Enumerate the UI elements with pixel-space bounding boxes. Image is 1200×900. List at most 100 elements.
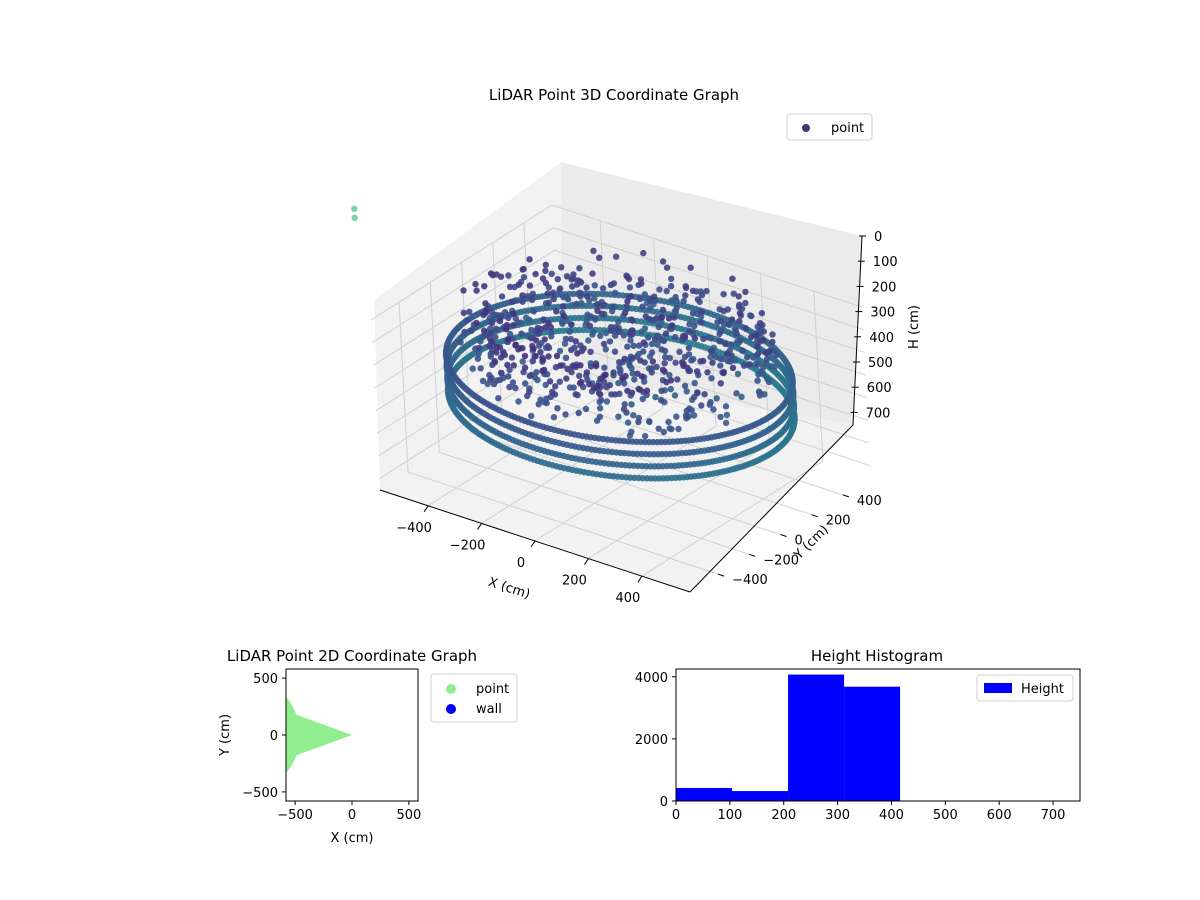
point-3d xyxy=(739,347,746,354)
point-3d xyxy=(592,316,599,323)
point-3d xyxy=(491,358,498,365)
point-3d xyxy=(624,419,632,426)
point-3d xyxy=(545,344,553,352)
point-3d xyxy=(521,352,529,360)
point-3d xyxy=(620,332,627,339)
point-3d xyxy=(505,373,512,380)
point-3d xyxy=(685,413,692,420)
point-3d xyxy=(573,300,580,308)
point-3d xyxy=(552,383,559,390)
point-3d xyxy=(486,371,493,379)
point-3d xyxy=(518,330,525,337)
point-3d xyxy=(676,348,683,355)
point-3d xyxy=(701,391,708,398)
point-3d xyxy=(631,376,638,383)
point-3d xyxy=(606,338,614,345)
point-3d xyxy=(698,402,705,409)
point-3d xyxy=(570,275,577,282)
point-3d xyxy=(646,418,653,426)
point-3d xyxy=(635,418,642,426)
point-3d xyxy=(589,331,596,338)
point-3d xyxy=(680,297,687,305)
point-3d xyxy=(626,284,634,291)
point-3d xyxy=(628,428,635,436)
point-3d xyxy=(621,309,629,316)
point-3d xyxy=(600,340,608,348)
point-3d xyxy=(491,311,498,319)
point-3d xyxy=(640,249,647,257)
point-3d xyxy=(576,265,583,272)
point-3d xyxy=(720,307,727,315)
point-3d xyxy=(755,371,762,378)
point-3d xyxy=(671,314,678,321)
point-3d xyxy=(638,280,645,287)
point-3d xyxy=(537,348,544,356)
y-tick-3d xyxy=(842,494,850,498)
z-axis-label-3d: H (cm) xyxy=(907,305,922,349)
point-3d xyxy=(641,432,649,440)
point-3d xyxy=(522,380,529,387)
point-3d xyxy=(584,293,591,300)
point-3d xyxy=(663,287,670,295)
point-3d xyxy=(497,354,505,361)
point-3d xyxy=(667,282,675,290)
point-3d xyxy=(689,310,697,317)
point-3d xyxy=(564,365,571,373)
y-tick-label-hist: 0 xyxy=(660,795,668,810)
histogram-bar xyxy=(676,787,733,801)
point-3d xyxy=(740,362,748,369)
point-3d xyxy=(477,365,484,372)
point-3d xyxy=(585,337,592,344)
point-3d xyxy=(760,364,767,371)
point-3d xyxy=(578,299,585,307)
point-3d xyxy=(537,325,544,332)
legend-3d-frame xyxy=(786,113,873,141)
point-3d xyxy=(694,296,702,303)
point-3d xyxy=(709,359,716,366)
point-3d xyxy=(728,341,735,348)
point-3d xyxy=(643,387,651,394)
point-3d xyxy=(591,282,598,289)
point-3d xyxy=(717,380,724,387)
point-3d xyxy=(773,351,780,359)
point-3d xyxy=(691,322,698,330)
point-3d xyxy=(614,327,622,335)
point-3d xyxy=(577,468,584,475)
point-3d xyxy=(560,303,567,310)
point-3d xyxy=(493,377,501,384)
point-3d xyxy=(586,313,593,320)
point-3d xyxy=(519,266,526,273)
point-3d xyxy=(730,290,737,297)
point-3d xyxy=(542,267,549,274)
point-3d xyxy=(528,335,535,342)
point-3d xyxy=(542,381,549,389)
point-3d xyxy=(492,334,499,341)
z-axis-line xyxy=(852,235,863,426)
point-3d xyxy=(742,299,749,307)
point-3d xyxy=(733,390,740,397)
point-3d xyxy=(657,397,665,404)
point-3d xyxy=(472,280,479,288)
point-3d xyxy=(667,377,675,384)
point-3d xyxy=(463,317,470,324)
y-tick-label-3d: −200 xyxy=(763,553,799,568)
point-3d xyxy=(687,264,694,271)
point-3d xyxy=(648,369,655,376)
point-3d xyxy=(661,360,668,367)
point-3d xyxy=(602,346,609,353)
point-3d xyxy=(681,353,689,360)
point-3d xyxy=(560,312,568,320)
point-3d xyxy=(685,344,693,352)
point-3d xyxy=(512,342,519,349)
histogram-bar xyxy=(732,791,789,801)
point-3d xyxy=(748,333,755,341)
point-3d xyxy=(708,348,715,355)
point-3d xyxy=(495,395,502,402)
x-tick-label-3d: 0 xyxy=(517,556,525,571)
point-3d xyxy=(707,399,714,406)
point-3d xyxy=(661,353,669,361)
point-3d xyxy=(487,353,494,360)
point-3d xyxy=(530,308,537,315)
point-3d xyxy=(629,370,636,377)
point-3d xyxy=(526,316,533,323)
